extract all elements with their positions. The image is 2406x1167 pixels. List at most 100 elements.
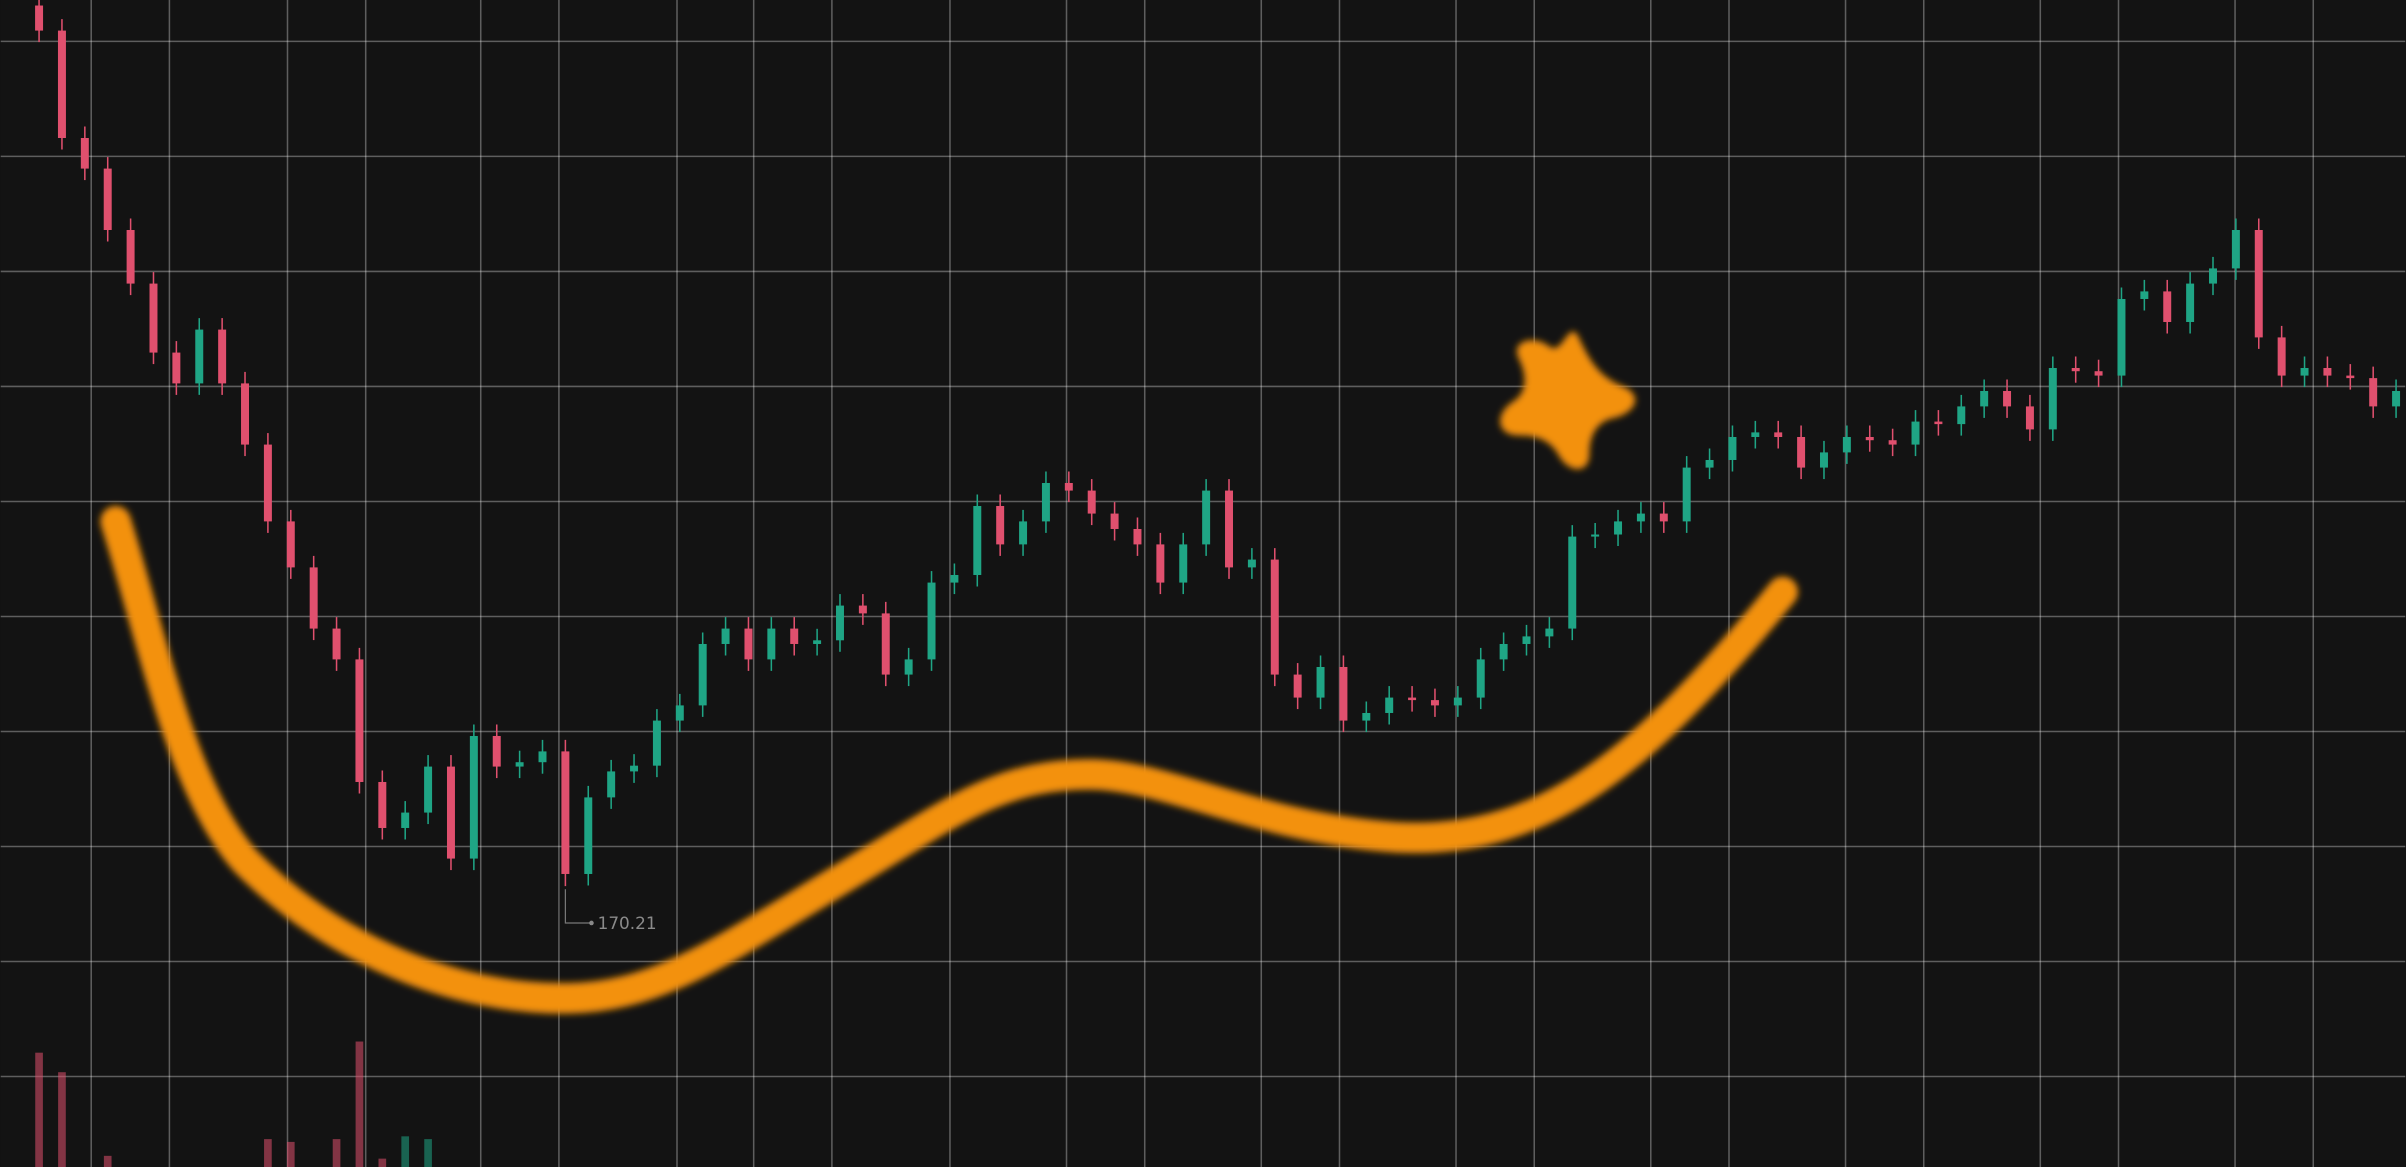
candle-body — [309, 567, 318, 629]
candle-body — [1774, 432, 1783, 437]
candle-body — [675, 705, 684, 721]
candle-body — [584, 797, 593, 874]
candle-body — [2117, 298, 2126, 376]
candle-body — [1614, 521, 1623, 535]
candle-body — [2048, 367, 2057, 430]
candle-body — [1476, 659, 1485, 698]
low-price-label: 170.21 — [598, 913, 657, 933]
candle-body — [1819, 452, 1828, 468]
drawing — [100, 331, 1799, 1014]
candle-body — [1591, 534, 1600, 537]
low-marker-dot — [589, 920, 594, 926]
candle-body — [1270, 559, 1279, 675]
candle-body — [767, 628, 776, 660]
candle-body — [446, 766, 455, 859]
candle-body — [2369, 378, 2378, 407]
candle-body — [1133, 528, 1142, 545]
candle-body — [836, 605, 844, 641]
candle-body — [1728, 436, 1737, 460]
candle-body — [515, 762, 524, 767]
candle-body — [103, 168, 112, 230]
candle-body — [1225, 490, 1233, 568]
low-marker-line — [564, 889, 590, 924]
candle-body — [1453, 697, 1462, 706]
candle-body — [1156, 544, 1165, 583]
candle-body — [538, 751, 547, 763]
candle-body — [1682, 467, 1691, 522]
candle-body — [2254, 229, 2263, 338]
candle-body — [2392, 390, 2401, 407]
candle-body — [1957, 406, 1966, 425]
candle-body — [2231, 229, 2240, 269]
candle-body — [2277, 337, 2286, 376]
candle-body — [378, 781, 387, 828]
candle-body — [790, 628, 799, 644]
candle-body — [1636, 513, 1645, 522]
candle-body — [2163, 291, 2172, 322]
volume-bar — [332, 1139, 341, 1167]
candle-body — [2071, 367, 2080, 372]
candle-body — [1316, 666, 1325, 698]
candle-body — [195, 329, 204, 384]
candle-body — [1545, 628, 1554, 637]
candle-body — [652, 720, 661, 766]
candle-body — [721, 628, 730, 644]
candle-body — [1934, 421, 1943, 425]
candle-body — [2140, 291, 2149, 299]
candle-body — [881, 613, 890, 675]
candle-body — [1522, 636, 1531, 644]
candle-body — [2323, 367, 2332, 376]
candle-body — [630, 765, 639, 772]
candle-body — [2300, 367, 2309, 376]
candle-body — [80, 137, 89, 169]
candle-body — [744, 628, 753, 660]
candle-body — [927, 582, 936, 660]
candle-body — [126, 229, 135, 284]
candle-body — [1911, 421, 1920, 445]
candle-body — [1064, 482, 1073, 491]
candle-body — [1247, 559, 1256, 568]
volume-bar — [35, 1052, 43, 1167]
candle-body — [973, 505, 982, 575]
candle-body — [57, 30, 66, 138]
candle-body — [218, 329, 227, 384]
candle-body — [1041, 482, 1050, 522]
candle-body — [1499, 643, 1508, 660]
candle-body — [1888, 440, 1897, 445]
candle-body — [332, 628, 341, 660]
candle-body — [286, 521, 295, 568]
candle-body — [698, 643, 707, 706]
candle-body — [1980, 390, 1989, 407]
volume-bar — [424, 1139, 432, 1167]
candle-body — [1202, 490, 1211, 545]
candle-body — [355, 659, 364, 782]
candle-body — [1408, 697, 1417, 701]
candle-body — [2025, 406, 2034, 430]
candle-body — [1751, 432, 1760, 437]
candle-body — [1865, 436, 1874, 441]
candle-body — [904, 659, 913, 675]
volume-bar — [378, 1158, 387, 1167]
volume-bar — [286, 1141, 295, 1167]
candle-body — [2003, 390, 2012, 407]
candle-body — [561, 751, 570, 874]
candle-body — [607, 771, 616, 798]
volume-bar — [264, 1139, 272, 1167]
smile-stroke — [100, 506, 1799, 1014]
candle-body — [2209, 268, 2217, 284]
candle-body — [1430, 700, 1439, 706]
candle-body — [401, 812, 410, 828]
candle-body — [1362, 712, 1371, 721]
candle-body — [424, 766, 433, 813]
candle-body — [1797, 436, 1806, 468]
candle-body — [1087, 490, 1096, 514]
candle-body — [950, 574, 959, 583]
candle-body — [263, 444, 272, 522]
candle-body — [469, 735, 478, 859]
candle-body — [241, 383, 250, 445]
candle-body — [1659, 513, 1668, 522]
candle-body — [813, 640, 822, 644]
